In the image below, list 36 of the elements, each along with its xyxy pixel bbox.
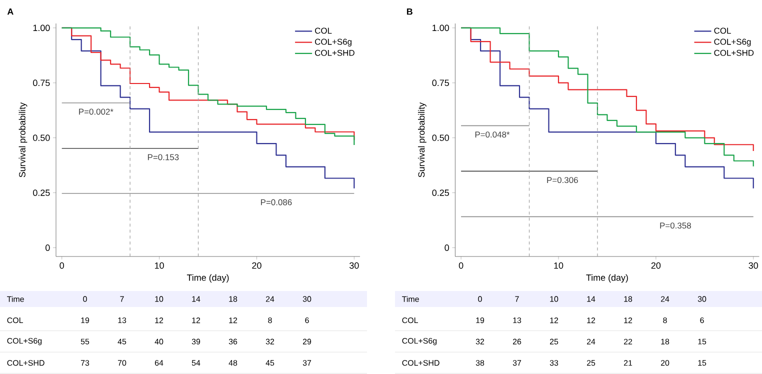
y-tick-label: 1.00	[432, 24, 450, 32]
annotation: P=0.086	[261, 199, 292, 206]
legend-label: COL	[315, 28, 332, 34]
y-axis-title: Survival probability	[418, 102, 426, 178]
annotation: P=0.153	[148, 154, 179, 160]
x-tick-label: 20	[252, 262, 262, 269]
y-tick-label: 0.25	[33, 190, 50, 196]
x-tick-label: 0	[458, 262, 464, 269]
annotation: P=0.358	[660, 222, 691, 229]
annotation: P=0.048*	[475, 132, 510, 138]
x-tick-label: 0	[60, 262, 64, 269]
chart-title: B	[406, 8, 412, 15]
x-axis-title: Time (day)	[586, 274, 628, 283]
y-tick-label: 0.25	[432, 190, 449, 196]
x-tick-label: 10	[554, 262, 564, 269]
y-axis-title: Survival probability	[18, 102, 28, 178]
y-tick-label: 0	[444, 244, 450, 251]
chart-title: A	[7, 8, 14, 15]
annotation: P=0.002*	[79, 108, 114, 115]
y-tick-label: 0	[46, 244, 50, 251]
legend-label: COL+SHD	[315, 50, 354, 56]
x-tick-label: 30	[350, 262, 359, 269]
x-tick-label: 30	[748, 262, 758, 269]
x-tick-label: 10	[154, 262, 164, 269]
y-tick-label: 0.50	[33, 134, 50, 141]
y-tick-label: 1.00	[33, 24, 50, 32]
legend-label: COL+S6g	[315, 38, 352, 46]
y-tick-label: 0.50	[432, 134, 450, 141]
x-tick-label: 20	[651, 262, 661, 269]
y-tick-label: 0.75	[33, 80, 50, 86]
annotation: P=0.306	[547, 177, 578, 184]
x-axis-title: Time (day)	[186, 274, 229, 283]
y-tick-label: 0.75	[432, 80, 449, 86]
legend-label: COL	[714, 28, 731, 34]
legend-label: COL+SHD	[714, 50, 754, 56]
legend-label: COL+S6g	[714, 38, 751, 46]
